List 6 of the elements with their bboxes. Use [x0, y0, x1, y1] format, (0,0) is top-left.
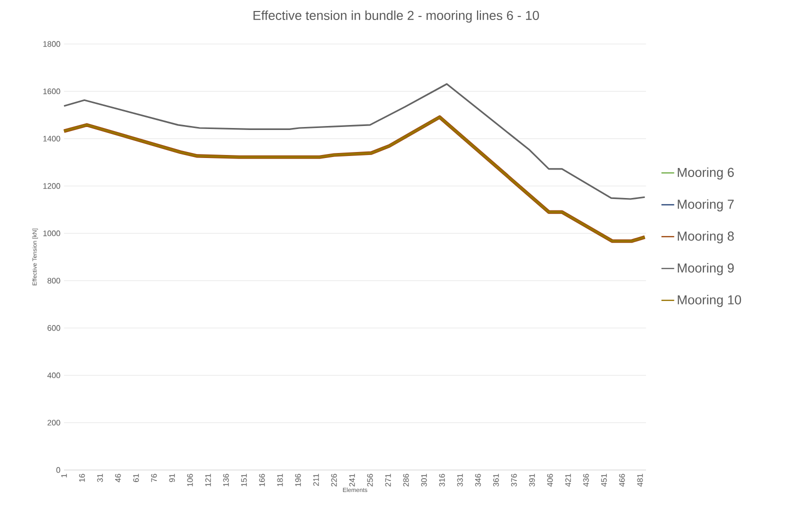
legend-label: Mooring 6 — [678, 167, 734, 180]
legend-label: Mooring 9 — [678, 263, 734, 276]
chart-title: Effective tension in bundle 2 - mooring lines 6 - 10 — [254, 10, 539, 23]
legend-label: Mooring 7 — [678, 199, 734, 212]
legend-label: Mooring 10 — [678, 294, 742, 307]
legend-label: Mooring 8 — [678, 231, 734, 244]
